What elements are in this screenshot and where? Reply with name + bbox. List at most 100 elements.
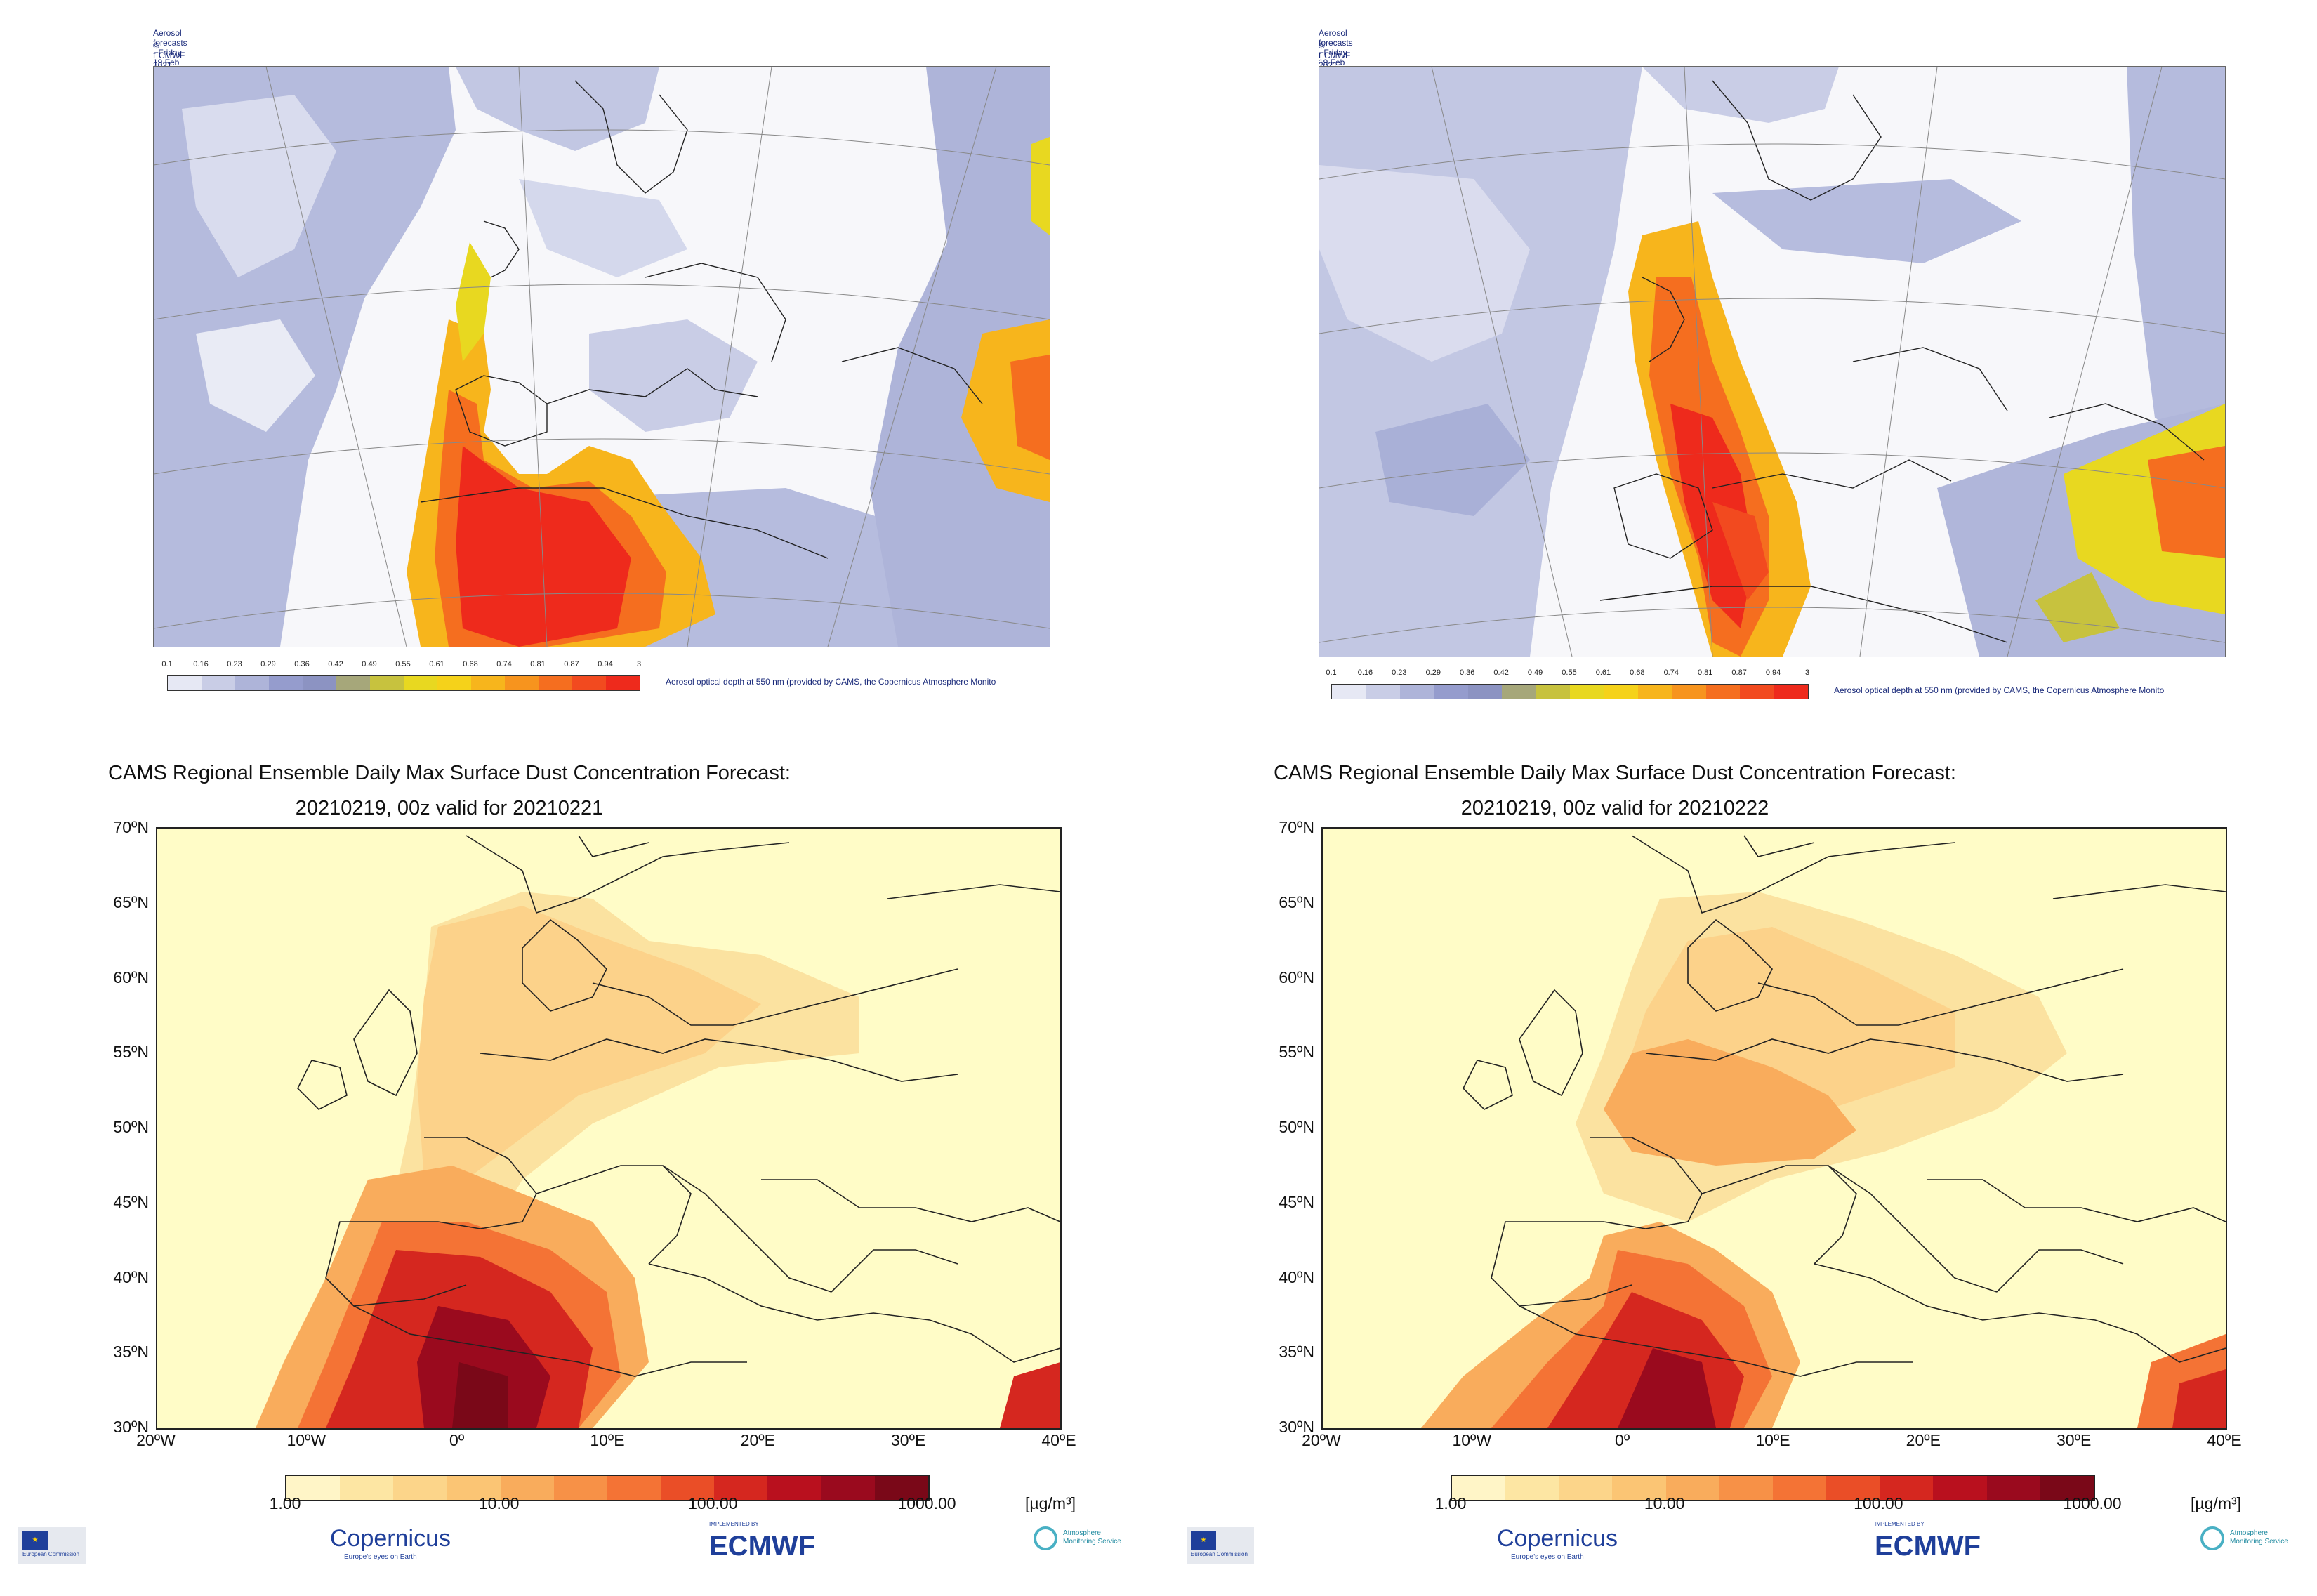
dust-colorbar-swatch (767, 1476, 821, 1500)
dust-colorbar-tick-label: 1.00 (1434, 1494, 1467, 1512)
dust-y-tick-label: 30ºN (1279, 1418, 1314, 1436)
dust-colorbar-swatch (340, 1476, 394, 1500)
dust-colorbar-tick-label: 10.00 (478, 1494, 520, 1512)
aod-colorbar-swatch (1637, 685, 1672, 699)
aod-colorbar-swatch (471, 676, 505, 690)
aod-colorbar-tick-label: 0.87 (564, 660, 579, 668)
dust-title-line1: CAMS Regional Ensemble Daily Max Surface… (108, 762, 791, 784)
aod-colorbar-swatch (1774, 685, 1808, 699)
dust-x-tick-label: 0º (1615, 1431, 1630, 1449)
dust-colorbar-swatch (1933, 1476, 1987, 1500)
aod-colorbar-swatch (235, 676, 269, 690)
aod-colorbar-swatch (1536, 685, 1570, 699)
dust-y-tick-label: 30ºN (113, 1418, 149, 1436)
dust-colorbar-swatch (1505, 1476, 1559, 1500)
dust-x-tick-label: 0º (449, 1431, 465, 1449)
aod-colorbar-tick-label: 0.55 (395, 660, 411, 668)
dust-title-line1: CAMS Regional Ensemble Daily Max Surface… (1274, 762, 1956, 784)
dust-x-tick-label: 10ºW (1452, 1431, 1492, 1449)
aod-colorbar-swatch (505, 676, 539, 690)
dust-colorbar-swatch (1986, 1476, 2040, 1500)
dust-y-tick-label: 70ºN (113, 818, 149, 836)
copernicus-logo: Copernicus Europe's eyes on Earth (330, 1525, 451, 1561)
dust-colorbar-tick-label: 10.00 (1644, 1494, 1685, 1512)
aod-colorbar-tick-label: 0.49 (362, 660, 377, 668)
dust-colorbar-swatch (1559, 1476, 1613, 1500)
aod-colorbar-tick-label: 0.16 (193, 660, 209, 668)
eu-flag-icon: ★ (22, 1531, 48, 1550)
aod-colorbar-tick-label: 3 (636, 660, 642, 668)
aod-colorbar-tick-label: 0.29 (1425, 668, 1441, 677)
dust-title-line2: 20210219, 00z valid for 20210222 (1460, 797, 1769, 819)
dust-colorbar-swatch (1452, 1476, 1506, 1500)
aod-colorbar-swatch (606, 676, 640, 690)
dust-colorbar-tick-label: 100.00 (688, 1494, 738, 1512)
dust-colorbar (285, 1475, 930, 1501)
aod-colorbar-swatch (539, 676, 572, 690)
dust-colorbar-tick-label: 1000.00 (897, 1494, 956, 1512)
dust-colorbar-swatch (714, 1476, 768, 1500)
aod-colorbar-tick-label: 0.68 (463, 660, 478, 668)
eu-flag-icon: ★ (1191, 1531, 1216, 1550)
aod-colorbar-swatch (370, 676, 404, 690)
aod-colorbar-swatch (336, 676, 370, 690)
dust-y-tick-label: 35ºN (113, 1343, 149, 1361)
aod-colorbar-swatch (1604, 685, 1638, 699)
aod-colorbar-tick-label: 0.36 (1459, 668, 1475, 677)
dust-colorbar-swatch (393, 1476, 447, 1500)
dust-x-tick-label: 20ºW (1302, 1431, 1341, 1449)
dust-colorbar-unit: [µg/m³] (2191, 1494, 2242, 1512)
aod-colorbar-tick-label: 0.87 (1731, 668, 1747, 677)
aod-colorbar-tick-label: 0.36 (294, 660, 310, 668)
dust-colorbar-swatch (1772, 1476, 1827, 1500)
dust-y-tick-label: 55ºN (113, 1043, 149, 1062)
aod-colorbar-swatch (1332, 685, 1366, 699)
aod-colorbar-swatches (167, 675, 640, 691)
dust-colorbar-swatch (661, 1476, 715, 1500)
dust-y-tick-label: 70ºN (1279, 818, 1314, 836)
aod-colorbar-swatch (1399, 685, 1434, 699)
aod-colorbar-tick-label: 0.29 (260, 660, 276, 668)
aod-colorbar-swatch (572, 676, 606, 690)
aod-colorbar-tick-label: 0.1 (1326, 668, 1337, 677)
dust-colorbar-tick-label: 1.00 (269, 1494, 301, 1512)
copernicus-logo: Copernicus Europe's eyes on Earth (1497, 1525, 1618, 1561)
dust-colorbar-swatch (874, 1476, 928, 1500)
aod-map (153, 66, 1050, 647)
aod-colorbar-swatch (168, 676, 202, 690)
aod-colorbar-swatch (269, 676, 303, 690)
dust-x-tick-label: 10ºW (286, 1431, 326, 1449)
dust-y-tick-label: 50ºN (113, 1118, 149, 1136)
dust-y-tick-label: 40ºN (113, 1267, 149, 1286)
dust-map (156, 827, 1062, 1430)
eu-logo: ★ European Commission (18, 1527, 86, 1564)
dust-y-tick-label: 60ºN (113, 968, 149, 987)
aod-caption: Aerosol optical depth at 550 nm (provide… (666, 677, 996, 687)
ecmwf-logo: IMPLEMENTED BY ECMWF (1875, 1521, 1981, 1562)
aod-caption: Aerosol optical depth at 550 nm (provide… (1834, 685, 2165, 695)
aod-colorbar-swatch (1467, 685, 1503, 699)
dust-x-tick-label: 20ºE (740, 1431, 775, 1449)
dust-y-tick-label: 40ºN (1279, 1267, 1314, 1286)
dust-x-tick-label: 40ºE (2207, 1431, 2242, 1449)
aod-colorbar-tick-label: 0.23 (1392, 668, 1407, 677)
aod-colorbar-swatch (1569, 685, 1604, 699)
dust-colorbar-swatch (1880, 1476, 1934, 1500)
dust-x-tick-label: 10ºE (1755, 1431, 1790, 1449)
aod-colorbar-tick-label: 0.94 (1765, 668, 1781, 677)
aod-colorbar-tick-label: 0.49 (1527, 668, 1543, 677)
aod-colorbar-tick-label: 0.94 (598, 660, 613, 668)
aod-colorbar-swatch (1705, 685, 1741, 699)
aod-colorbar-tick-label: 0.74 (496, 660, 512, 668)
dust-x-tick-label: 30ºE (2056, 1431, 2092, 1449)
dust-x-tick-label: 30ºE (890, 1431, 926, 1449)
dust-colorbar-swatch (607, 1476, 661, 1500)
aod-colorbar-swatch (202, 676, 235, 690)
dust-colorbar-swatch (1719, 1476, 1773, 1500)
dust-y-tick-label: 45ºN (113, 1192, 149, 1211)
dust-colorbar-swatch (2040, 1476, 2094, 1500)
dust-y-tick-label: 65ºN (113, 892, 149, 911)
aod-colorbar-tick-label: 0.61 (1595, 668, 1611, 677)
dust-y-tick-label: 65ºN (1279, 892, 1314, 911)
dust-colorbar-swatch (1612, 1476, 1666, 1500)
